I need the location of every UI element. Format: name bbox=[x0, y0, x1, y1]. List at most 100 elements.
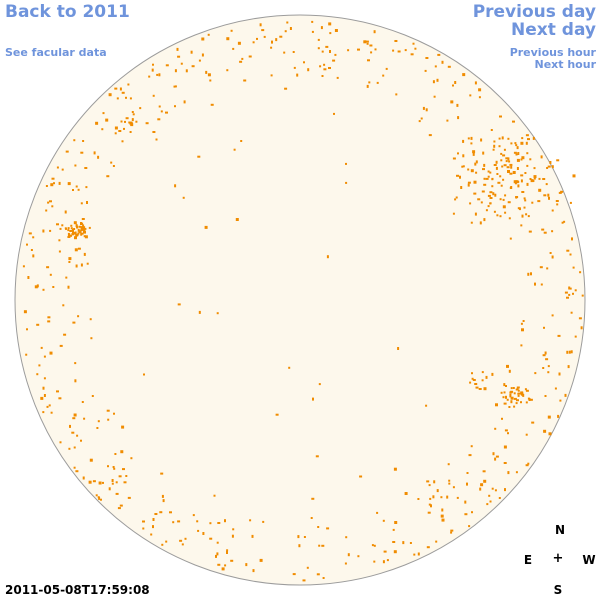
feature-pixel bbox=[545, 358, 549, 361]
feature-pixel bbox=[503, 383, 506, 387]
previous-day-link[interactable]: Previous day bbox=[472, 2, 596, 22]
feature-pixel bbox=[489, 171, 492, 174]
feature-pixel bbox=[568, 286, 571, 290]
feature-pixel bbox=[433, 480, 436, 484]
feature-pixel bbox=[437, 53, 441, 56]
feature-pixel bbox=[508, 217, 511, 220]
feature-pixel bbox=[311, 30, 314, 33]
feature-pixel bbox=[547, 165, 551, 168]
feature-pixel bbox=[515, 153, 518, 156]
feature-pixel bbox=[544, 395, 547, 397]
next-hour-link[interactable]: Next hour bbox=[534, 58, 597, 71]
feature-pixel bbox=[67, 285, 70, 289]
feature-pixel bbox=[435, 540, 438, 543]
feature-pixel bbox=[540, 283, 543, 286]
feature-pixel bbox=[80, 232, 83, 236]
feature-pixel bbox=[572, 292, 574, 295]
feature-pixel bbox=[466, 472, 469, 474]
feature-pixel bbox=[224, 519, 226, 523]
feature-pixel bbox=[129, 131, 132, 133]
feature-pixel bbox=[498, 137, 501, 140]
feature-pixel bbox=[474, 81, 477, 85]
feature-pixel bbox=[471, 377, 474, 380]
back-to-year-link[interactable]: Back to 2011 bbox=[5, 2, 130, 22]
feature-pixel bbox=[74, 231, 77, 235]
feature-pixel bbox=[371, 544, 374, 547]
feature-pixel bbox=[112, 466, 115, 468]
feature-pixel bbox=[499, 115, 502, 118]
feature-pixel bbox=[36, 323, 40, 326]
feature-pixel bbox=[501, 136, 504, 140]
feature-pixel bbox=[417, 552, 420, 556]
previous-hour-link[interactable]: Previous hour bbox=[509, 46, 596, 59]
feature-pixel bbox=[507, 471, 510, 475]
next-day-link[interactable]: Next day bbox=[511, 20, 596, 40]
feature-pixel bbox=[392, 541, 396, 543]
feature-pixel bbox=[252, 41, 255, 44]
feature-pixel bbox=[46, 266, 50, 269]
feature-pixel bbox=[83, 252, 86, 256]
feature-pixel bbox=[224, 564, 227, 567]
feature-pixel bbox=[70, 229, 73, 232]
feature-pixel bbox=[89, 318, 92, 321]
feature-pixel bbox=[505, 395, 507, 399]
feature-pixel bbox=[210, 103, 214, 106]
feature-pixel bbox=[392, 528, 395, 531]
feature-pixel bbox=[159, 511, 163, 514]
feature-pixel bbox=[551, 255, 554, 259]
feature-pixel bbox=[470, 142, 473, 145]
feature-pixel bbox=[321, 75, 324, 77]
feature-pixel bbox=[98, 496, 101, 500]
feature-pixel bbox=[508, 160, 511, 163]
feature-pixel bbox=[543, 429, 547, 433]
feature-pixel bbox=[436, 489, 439, 493]
feature-pixel bbox=[107, 418, 110, 421]
feature-pixel bbox=[368, 81, 371, 84]
feature-pixel bbox=[68, 447, 71, 450]
feature-pixel bbox=[148, 75, 151, 78]
feature-pixel bbox=[316, 573, 320, 576]
feature-pixel bbox=[117, 507, 121, 510]
feature-pixel bbox=[43, 377, 46, 380]
feature-pixel bbox=[42, 411, 45, 414]
feature-pixel bbox=[517, 389, 520, 392]
feature-pixel bbox=[543, 194, 547, 197]
feature-pixel bbox=[492, 148, 495, 151]
compass-north-label: N bbox=[554, 523, 566, 537]
feature-pixel bbox=[569, 253, 572, 256]
feature-pixel bbox=[452, 486, 455, 489]
feature-pixel bbox=[158, 105, 161, 108]
feature-pixel bbox=[510, 186, 513, 189]
feature-pixel bbox=[114, 126, 118, 130]
feature-pixel bbox=[395, 93, 398, 96]
feature-pixel bbox=[563, 220, 566, 223]
feature-pixel bbox=[76, 225, 78, 229]
feature-pixel bbox=[49, 273, 52, 276]
feature-pixel bbox=[474, 383, 478, 385]
feature-pixel bbox=[132, 113, 135, 116]
feature-pixel bbox=[65, 227, 67, 230]
feature-pixel bbox=[336, 76, 339, 79]
feature-pixel bbox=[410, 53, 414, 56]
feature-pixel bbox=[510, 400, 513, 404]
feature-pixel bbox=[49, 351, 53, 355]
feature-pixel bbox=[23, 310, 27, 314]
see-facular-data-link[interactable]: See facular data bbox=[5, 46, 107, 59]
feature-pixel bbox=[207, 73, 211, 77]
feature-pixel bbox=[67, 236, 71, 238]
feature-pixel bbox=[507, 157, 510, 161]
feature-pixel bbox=[88, 226, 91, 229]
feature-pixel bbox=[56, 166, 59, 169]
feature-pixel bbox=[543, 326, 545, 329]
feature-pixel bbox=[513, 180, 517, 184]
feature-pixel bbox=[111, 479, 114, 482]
feature-pixel bbox=[413, 553, 416, 556]
feature-pixel bbox=[83, 229, 86, 232]
feature-pixel bbox=[477, 198, 481, 201]
feature-pixel bbox=[72, 232, 75, 234]
feature-pixel bbox=[516, 399, 519, 402]
feature-pixel bbox=[90, 337, 93, 340]
feature-pixel bbox=[530, 179, 534, 183]
feature-pixel bbox=[198, 310, 201, 314]
feature-pixel bbox=[77, 247, 81, 250]
